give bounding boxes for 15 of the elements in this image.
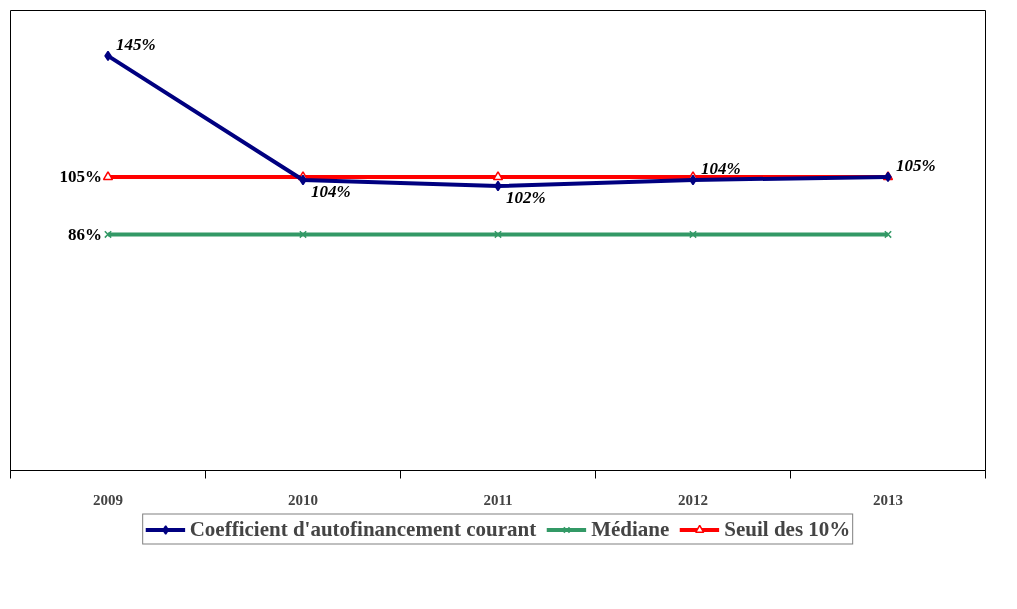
x-tick-label: 2011: [483, 491, 513, 508]
legend-label: Médiane: [591, 516, 670, 542]
x-tick-label: 2012: [678, 491, 708, 508]
data-label: 145%: [116, 34, 156, 54]
x-tick-label: 2010: [288, 491, 318, 508]
x-tick-label: 2009: [93, 491, 123, 508]
data-label: 86%: [68, 224, 102, 244]
data-label: 104%: [311, 181, 351, 201]
legend-label: Coefficient d'autofinancement courant: [189, 516, 537, 542]
data-label: 102%: [506, 188, 546, 208]
data-label: 105%: [896, 155, 936, 175]
data-label: 105%: [59, 167, 102, 187]
x-tick-label: 2013: [873, 491, 903, 508]
legend-label: Seuil des 10%: [724, 516, 851, 542]
data-label: 104%: [701, 158, 741, 178]
